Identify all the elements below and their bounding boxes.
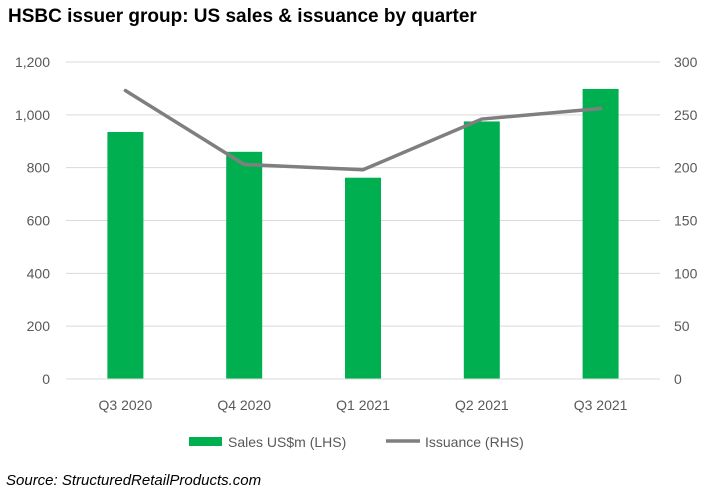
- x-tick-label: Q1 2021: [336, 397, 390, 413]
- y-left-tick-label: 0: [42, 371, 50, 387]
- axes: 0 200 400 600 800 1,000 1,200 0 50 100 150 200 250 30…: [15, 54, 698, 413]
- y-left-tick-label: 600: [27, 213, 51, 229]
- y-left-tick-label: 1,200: [15, 54, 50, 70]
- sales-bars: [107, 88, 619, 379]
- chart-title: HSBC issuer group: US sales & issuance b…: [8, 6, 477, 27]
- legend: Sales US$m (LHS) Issuance (RHS): [189, 434, 524, 450]
- y-right-tick-label: 300: [674, 54, 698, 70]
- sales-bar: [463, 121, 500, 379]
- y-right-tick-label: 50: [674, 318, 690, 334]
- y-right-tick-label: 100: [674, 265, 698, 281]
- y-left-tick-label: 800: [27, 160, 51, 176]
- issuance-point: [480, 117, 484, 121]
- source-note: Source: StructuredRetailProducts.com: [6, 472, 262, 489]
- issuance-point: [123, 89, 127, 93]
- y-right-tick-label: 0: [674, 371, 682, 387]
- sales-bar: [107, 132, 144, 379]
- legend-label-issuance: Issuance (RHS): [425, 434, 524, 450]
- y-left-tick-label: 200: [27, 318, 51, 334]
- y-right-tick-label: 250: [674, 107, 698, 123]
- x-tick-label: Q4 2020: [217, 397, 271, 413]
- legend-label-sales: Sales US$m (LHS): [228, 434, 346, 450]
- legend-swatch-sales: [189, 437, 222, 446]
- x-tick-label: Q2 2021: [455, 397, 509, 413]
- sales-bar: [226, 151, 263, 379]
- issuance-line: [123, 88, 603, 172]
- issuance-point: [242, 162, 246, 166]
- x-tick-label: Q3 2021: [574, 397, 628, 413]
- y-right-tick-label: 150: [674, 213, 698, 229]
- x-tick-label: Q3 2020: [99, 397, 153, 413]
- y-right-tick-label: 200: [674, 160, 698, 176]
- y-left-tick-label: 400: [27, 265, 51, 281]
- issuance-polyline: [123, 88, 603, 172]
- sales-bar: [345, 177, 381, 379]
- sales-bar: [582, 88, 619, 379]
- issuance-point: [599, 106, 603, 110]
- y-left-tick-label: 1,000: [15, 107, 50, 123]
- issuance-point: [361, 168, 365, 172]
